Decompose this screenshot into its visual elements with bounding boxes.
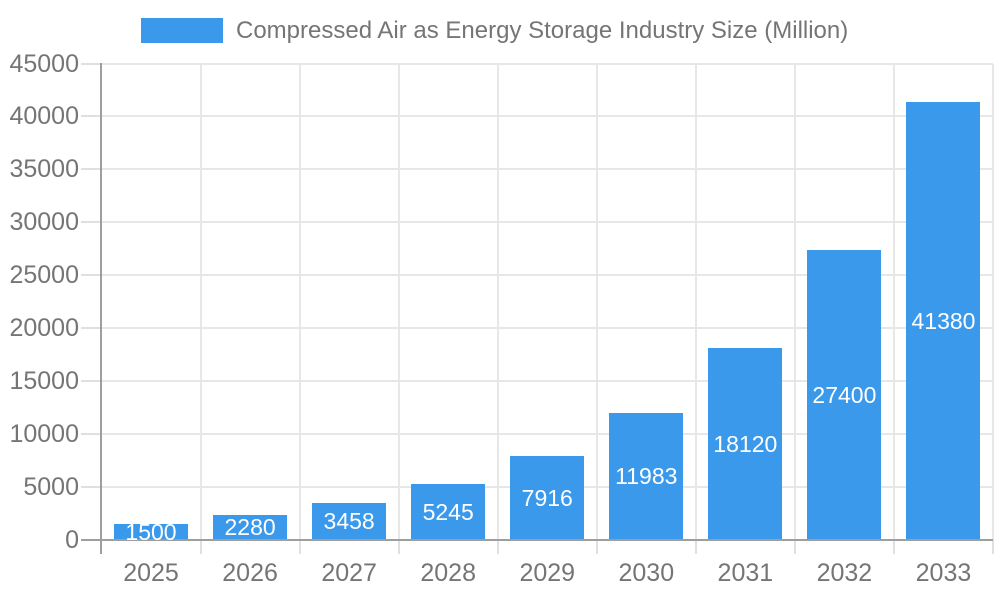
x-tick-label: 2026 — [222, 559, 278, 587]
bar-2025[interactable] — [114, 523, 189, 540]
y-tick-label: 45000 — [9, 49, 79, 78]
bar-2030[interactable] — [609, 412, 684, 540]
y-tick-label: 15000 — [9, 366, 79, 395]
x-tick-label: 2028 — [420, 559, 476, 587]
gridline-horizontal — [101, 326, 993, 329]
bar-2029[interactable] — [510, 455, 585, 540]
x-tick-label: 2029 — [519, 559, 576, 587]
bar-value-label: 1500 — [125, 518, 177, 545]
y-axis-tick — [81, 432, 101, 435]
y-axis-tick — [81, 379, 101, 382]
y-axis-tick — [81, 221, 101, 224]
x-axis-tick — [298, 540, 301, 554]
bar-2028[interactable] — [411, 484, 486, 540]
gridline-horizontal — [101, 432, 993, 435]
gridline-vertical — [298, 63, 301, 540]
bar-value-label: 5245 — [422, 498, 474, 525]
x-axis-tick — [595, 540, 598, 554]
y-tick-label: 30000 — [9, 208, 79, 237]
x-tick-label: 2025 — [123, 559, 179, 587]
x-axis-tick — [496, 540, 499, 554]
x-axis-line — [81, 539, 993, 541]
y-axis-tick — [81, 62, 101, 65]
y-tick-label: 25000 — [9, 261, 79, 290]
x-axis-tick — [694, 540, 697, 554]
legend-label: Compressed Air as Energy Storage Industr… — [236, 17, 849, 44]
bar-2031[interactable] — [708, 347, 783, 540]
x-tick-label: 2030 — [618, 559, 675, 587]
y-axis-tick — [81, 115, 101, 118]
x-axis-tick — [892, 540, 895, 554]
gridline-vertical — [892, 63, 895, 540]
gridline-horizontal — [101, 62, 993, 65]
gridline-vertical — [199, 63, 202, 540]
bar-value-label: 2280 — [224, 514, 276, 541]
y-tick-label: 5000 — [23, 472, 79, 501]
gridline-vertical — [595, 63, 598, 540]
x-axis-tick — [992, 540, 994, 554]
legend-swatch — [141, 18, 223, 43]
gridline-vertical — [397, 63, 400, 540]
y-tick-label: 35000 — [9, 155, 79, 184]
y-axis-tick — [81, 168, 101, 171]
gridline-horizontal — [101, 274, 993, 277]
x-axis-tick — [793, 540, 796, 554]
y-tick-label: 10000 — [9, 419, 79, 448]
bar-value-label: 41380 — [911, 307, 976, 334]
bar-2032[interactable] — [807, 249, 882, 540]
x-tick-label: 2031 — [717, 559, 774, 587]
y-axis-line — [100, 63, 102, 554]
bar-value-label: 18120 — [713, 430, 778, 457]
bar-value-label: 27400 — [812, 381, 877, 408]
y-tick-label: 0 — [65, 525, 79, 554]
gridline-horizontal — [101, 115, 993, 118]
x-tick-label: 2032 — [816, 559, 873, 587]
bar-value-label: 11983 — [615, 463, 678, 490]
x-axis-tick — [397, 540, 400, 554]
gridline-vertical — [694, 63, 697, 540]
gridline-vertical — [496, 63, 499, 540]
gridline-horizontal — [101, 221, 993, 224]
x-tick-label: 2033 — [915, 559, 972, 587]
y-axis-tick — [81, 485, 101, 488]
bar-2026[interactable] — [213, 515, 288, 540]
y-axis-tick — [81, 326, 101, 329]
gridline-vertical — [793, 63, 796, 540]
bar-value-label: 3458 — [323, 508, 375, 535]
y-tick-label: 20000 — [9, 313, 79, 342]
gridline-vertical — [992, 63, 994, 540]
y-tick-label: 40000 — [9, 102, 79, 131]
gridline-horizontal — [101, 379, 993, 382]
y-axis-tick — [81, 274, 101, 277]
x-tick-label: 2027 — [321, 559, 377, 587]
gridline-horizontal — [101, 168, 993, 171]
bar-value-label: 7916 — [521, 484, 573, 511]
x-axis-tick — [199, 540, 202, 554]
bar-2027[interactable] — [312, 502, 387, 540]
bar-2033[interactable] — [906, 101, 981, 540]
